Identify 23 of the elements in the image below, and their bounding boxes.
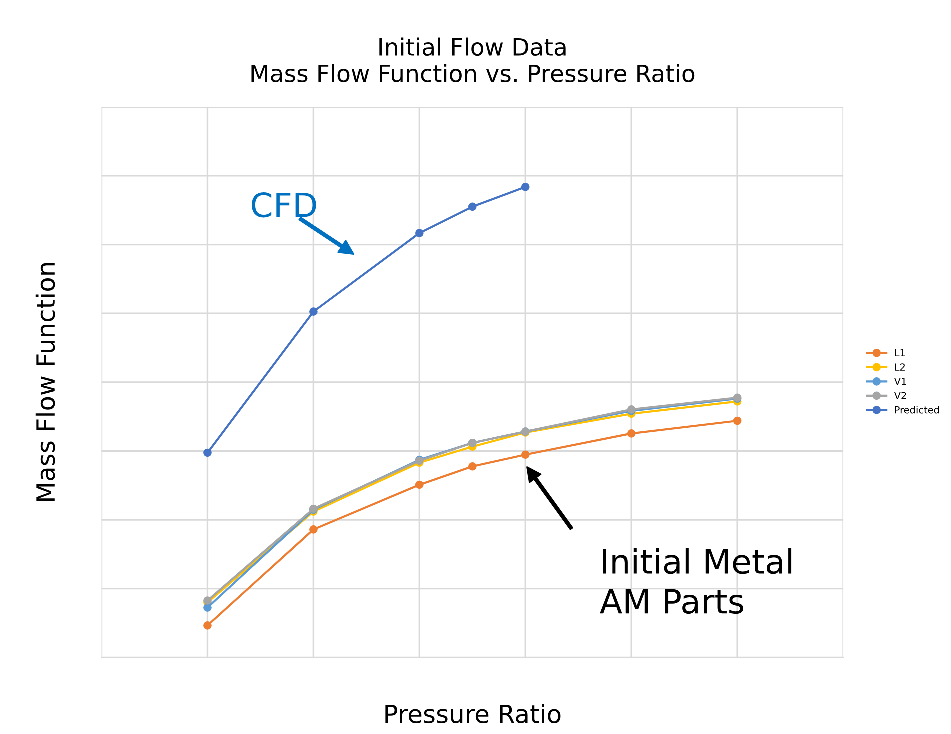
y-axis-title: Mass Flow Function <box>36 263 56 502</box>
point <box>521 450 530 460</box>
point <box>204 448 212 458</box>
legend-label: V2 <box>894 392 906 400</box>
point <box>733 416 742 426</box>
point <box>204 604 212 612</box>
point <box>310 308 318 316</box>
point <box>415 480 424 490</box>
point <box>310 526 318 534</box>
annotation: Initial Metal AM Parts <box>600 548 792 614</box>
point <box>204 622 212 630</box>
legend-label: Predicted <box>895 406 940 414</box>
point <box>415 229 424 238</box>
annotation: CFD <box>252 192 316 218</box>
point <box>521 182 530 192</box>
point <box>627 430 636 438</box>
point <box>468 202 477 212</box>
chart-title: Initial Flow Data Mass Flow Function vs. Pressure Ratio <box>252 38 695 82</box>
point <box>468 462 477 471</box>
legend-label: L1 <box>895 349 906 357</box>
x-axis-title: Pressure Ratio <box>386 704 561 724</box>
legend-label: L2 <box>895 364 905 371</box>
legend-label: V1 <box>894 378 906 386</box>
